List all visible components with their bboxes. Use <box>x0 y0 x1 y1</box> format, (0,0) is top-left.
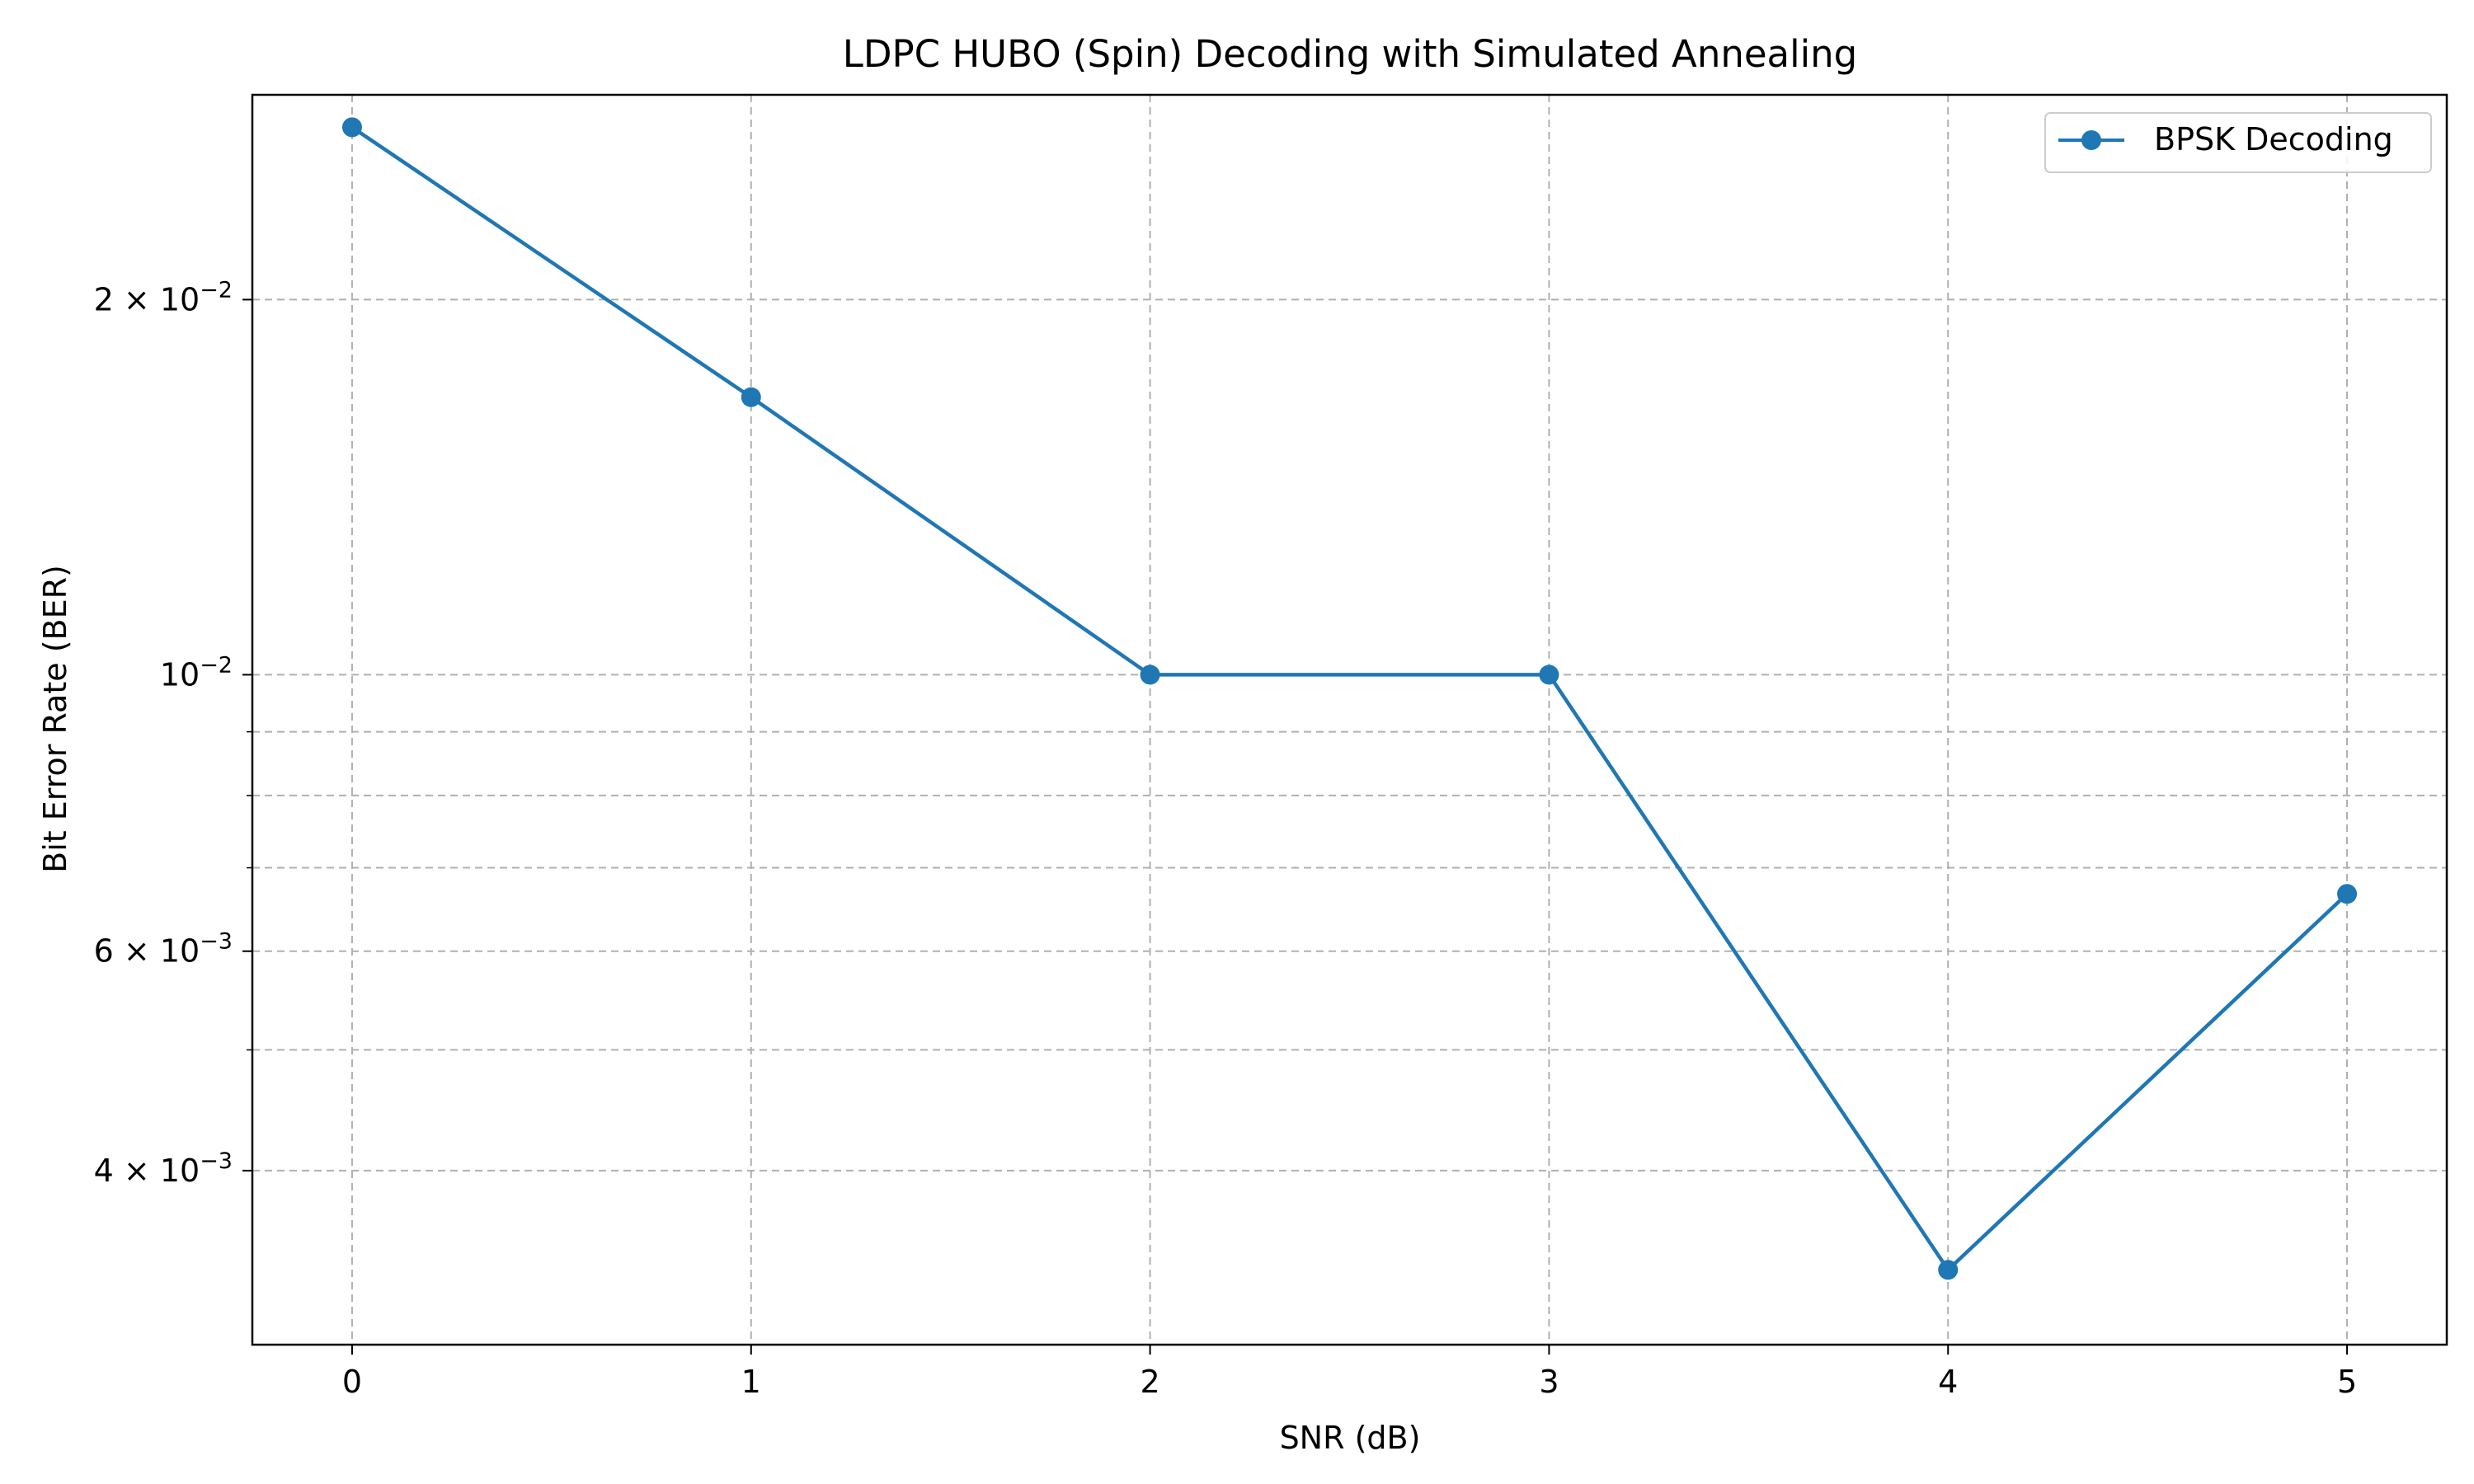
legend-box <box>2044 112 2432 173</box>
series-line <box>350 125 2349 1272</box>
y-tick-label: 10−2 <box>160 652 233 693</box>
x-tick-label: 2 <box>1140 1364 1159 1400</box>
data-point <box>2337 884 2358 904</box>
legend-label: BPSK Decoding <box>2154 121 2393 157</box>
data-point <box>1938 1260 1959 1280</box>
x-tick-label: 0 <box>342 1364 362 1400</box>
grid-layer <box>252 95 2447 1345</box>
x-axis-label: SNR (dB) <box>1280 1420 1421 1456</box>
x-tick-label: 5 <box>2337 1364 2357 1400</box>
data-point <box>741 387 761 407</box>
data-point <box>1140 665 1160 685</box>
x-tick-label: 4 <box>1938 1364 1958 1400</box>
y-tick-label: 4 × 10−3 <box>94 1148 233 1189</box>
y-axis-ticks: 2 × 10−2 10−2 6 × 10−3 4 × 10−3 <box>94 277 252 1189</box>
plot-frame <box>251 93 2448 1346</box>
data-point <box>1539 665 1559 685</box>
data-point <box>341 117 362 138</box>
x-tick-label: 3 <box>1539 1364 1559 1400</box>
x-tick-label: 1 <box>741 1364 761 1400</box>
y-axis-label: Bit Error Rate (BER) <box>37 565 73 873</box>
legend-marker-swatch <box>2081 130 2101 150</box>
chart-title: LDPC HUBO (Spin) Decoding with Simulated… <box>843 32 1857 76</box>
legend: BPSK Decoding <box>2044 112 2432 173</box>
x-axis-ticks: 0 1 2 3 4 5 <box>342 1345 2357 1400</box>
y-tick-label: 6 × 10−3 <box>94 929 233 970</box>
y-tick-label: 2 × 10−2 <box>94 277 233 317</box>
series-layer <box>341 117 2358 1280</box>
